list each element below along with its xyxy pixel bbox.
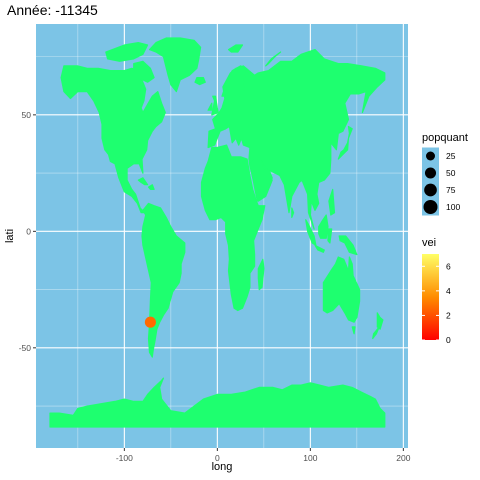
legend-popquant: popquant 25 50 75 100 [422,132,468,216]
x-axis: -100 0 100 200 [116,448,411,463]
land-polygon [137,177,149,186]
land-polygon [257,258,265,291]
legend-key-symbol [426,151,435,161]
x-axis-title: long [212,461,233,473]
land-polygon [221,65,246,104]
x-tick-label: 0 [215,453,220,463]
legend-key-symbol [424,183,437,197]
land-polygon [376,312,384,330]
world-map-land [49,37,386,428]
legend-vei-label: 4 [446,286,451,296]
legend-key-symbol [423,200,438,214]
legend-vei: vei 6 4 2 0 [422,237,451,345]
y-tick-label: 50 [22,110,32,120]
land-polygon [318,214,329,239]
land-polygon [200,144,266,312]
x-tick-label: 100 [303,453,317,463]
y-axis: -50 0 50 [19,110,36,353]
land-polygon [194,77,206,86]
land-polygon [105,42,149,62]
chart-title: Année: -11345 [7,2,98,18]
legend-vei-colorbar [422,254,439,340]
legend-key-label: 25 [446,151,456,161]
legend-vei-label: 2 [446,310,451,320]
legend-key-label: 75 [446,185,456,195]
land-polygon [148,37,202,93]
land-polygon [291,207,295,218]
land-polygon [351,326,356,335]
land-polygon [49,377,386,428]
land-polygon [249,158,273,202]
land-polygon [147,184,155,190]
data-points [144,316,156,328]
land-polygon [337,125,353,160]
legend-vei-label: 0 [446,335,451,345]
legend-key-symbol [424,167,437,179]
legend-vei-label: 6 [446,261,451,271]
land-polygon [207,102,213,111]
legend-popquant-title: popquant [422,132,468,144]
land-polygon [133,60,155,83]
land-polygon [265,51,282,67]
legend-key-label: 100 [446,202,460,212]
land-polygon [227,44,244,53]
y-axis-title: lati [4,229,16,243]
land-polygon [322,256,361,323]
x-tick-label: 200 [396,453,410,463]
land-polygon [328,188,336,216]
land-polygon [314,244,325,253]
legend-vei-title: vei [422,237,436,249]
y-tick-label: -50 [19,343,32,353]
land-polygon [211,95,219,116]
land-polygon [372,326,380,340]
data-point [144,316,156,328]
x-tick-label: -100 [116,453,133,463]
legend-key-label: 50 [446,168,456,178]
land-polygon [327,228,333,244]
y-tick-label: 0 [26,226,31,236]
land-polygon [338,235,358,256]
